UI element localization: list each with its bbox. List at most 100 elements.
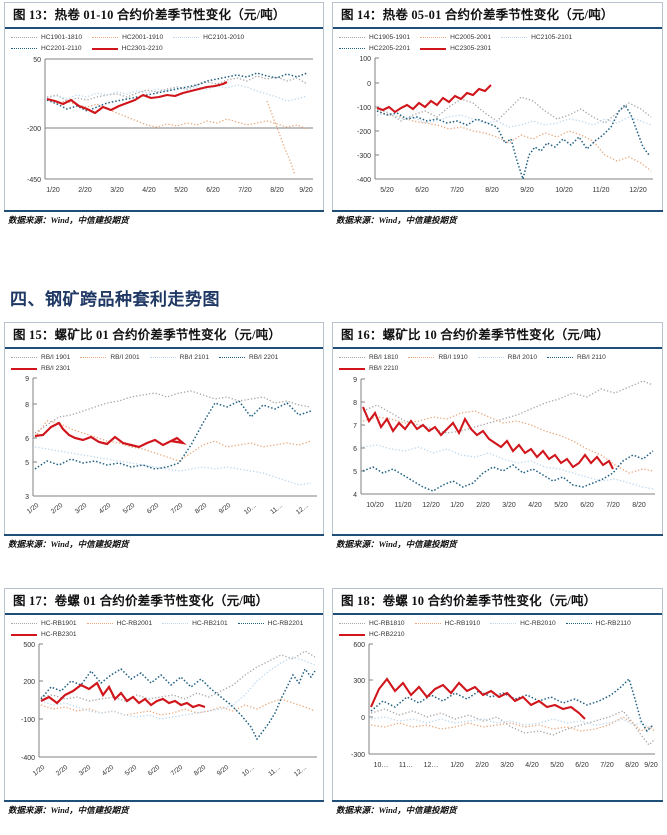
figure-panel-18: 图 18：卷螺 10 合约价差季节性变化（元/吨） HC-RB1810 HC-R… bbox=[332, 588, 664, 801]
svg-text:2/20: 2/20 bbox=[55, 764, 70, 778]
legend-item: HC-RB2001 bbox=[86, 619, 152, 628]
legend-swatch-icon bbox=[173, 37, 200, 38]
series-lines-17 bbox=[40, 650, 316, 741]
legend-item: RB/I 1901 bbox=[11, 353, 70, 362]
svg-text:8: 8 bbox=[353, 400, 357, 407]
panel-rule-15 bbox=[4, 534, 324, 536]
svg-text:3/20: 3/20 bbox=[502, 502, 516, 509]
legend-swatch-icon bbox=[339, 37, 365, 38]
legend-item: HC-RB1910 bbox=[414, 619, 480, 628]
legend-label: HC-RB2301 bbox=[41, 631, 77, 638]
legend-item: HC2301-2210 bbox=[91, 44, 163, 53]
svg-text:2/20: 2/20 bbox=[475, 762, 489, 769]
legend-item: RB/I 2001 bbox=[80, 353, 140, 362]
legend-label: RB/I 2010 bbox=[507, 354, 537, 361]
svg-text:6: 6 bbox=[353, 446, 357, 453]
chart-svg-17: 500 200 -100 -400 1/20 2/20 3/20 bbox=[21, 642, 317, 778]
legend-swatch-icon bbox=[420, 47, 447, 50]
legend-label: HC2205-2201 bbox=[369, 45, 411, 52]
source-note-15: 数据来源：Wind，中信建投期货 bbox=[8, 539, 129, 549]
legend-swatch-icon bbox=[149, 357, 176, 358]
svg-text:0: 0 bbox=[367, 81, 371, 88]
legend-label: HC-RB2010 bbox=[520, 620, 556, 627]
legend-label: HC-RB2201 bbox=[267, 620, 304, 627]
svg-text:7/20: 7/20 bbox=[606, 502, 620, 509]
legend-label: HC-RB1901 bbox=[41, 620, 77, 627]
svg-text:11…: 11… bbox=[399, 762, 413, 769]
svg-text:9: 9 bbox=[353, 377, 357, 384]
svg-text:9: 9 bbox=[25, 376, 29, 383]
legend-swatch-icon bbox=[546, 357, 573, 358]
source-note-16: 数据来源：Wind，中信建投期货 bbox=[336, 539, 457, 549]
legend-swatch-icon bbox=[339, 48, 365, 49]
svg-text:-100: -100 bbox=[357, 105, 371, 112]
svg-text:7/20: 7/20 bbox=[170, 502, 185, 516]
figure-panel-17: 图 17：卷螺 01 合约价差季节性变化（元/吨） HC-RB1901 HC-R… bbox=[4, 588, 324, 801]
y-axis-16: 9 8 7 6 5 4 bbox=[353, 377, 655, 499]
svg-text:8: 8 bbox=[25, 402, 29, 409]
svg-text:-100: -100 bbox=[21, 717, 35, 724]
legend-item: RB/I 2110 bbox=[546, 353, 606, 362]
legend-item: HC-RB1810 bbox=[339, 619, 405, 628]
legend-label: HC2301-2210 bbox=[121, 45, 163, 52]
legend-swatch-icon bbox=[11, 48, 37, 49]
svg-text:12…: 12… bbox=[293, 764, 308, 778]
figure-panel-14: 图 14：热卷 05-01 合约价差季节性变化（元/吨） HC1905-1901… bbox=[332, 2, 663, 211]
svg-text:9/20: 9/20 bbox=[520, 187, 534, 194]
svg-text:6/20: 6/20 bbox=[206, 187, 220, 194]
svg-text:4/20: 4/20 bbox=[142, 187, 156, 194]
legend-swatch-icon bbox=[414, 623, 441, 624]
svg-text:7/20: 7/20 bbox=[600, 762, 614, 769]
svg-text:11/20: 11/20 bbox=[395, 502, 412, 509]
svg-text:1/20: 1/20 bbox=[32, 764, 47, 778]
series-lines-16 bbox=[362, 380, 654, 492]
legend-item: RB/I 1810 bbox=[339, 353, 398, 362]
legend-item: HC2001-1910 bbox=[92, 33, 163, 42]
legend-label: HC-RB2110 bbox=[595, 620, 631, 627]
legend-label: RB/I 2301 bbox=[41, 365, 71, 372]
svg-text:12/20: 12/20 bbox=[629, 187, 647, 194]
legend-label: HC2305-2301 bbox=[450, 45, 492, 52]
legend-17: HC-RB1901 HC-RB2001 HC-RB2101 HC-RB2201 … bbox=[5, 619, 323, 641]
svg-text:4/20: 4/20 bbox=[525, 762, 539, 769]
svg-text:3/20: 3/20 bbox=[500, 762, 514, 769]
section-heading: 四、钢矿跨品种套利走势图 bbox=[10, 290, 220, 309]
chart-svg-15: 9 8 6 5 3 1/20 2/20 bbox=[25, 376, 317, 516]
legend-swatch-icon bbox=[80, 357, 107, 358]
svg-text:1/20: 1/20 bbox=[450, 502, 464, 509]
svg-text:6/20: 6/20 bbox=[580, 502, 594, 509]
svg-text:200: 200 bbox=[23, 679, 35, 686]
legend-item: HC2105-2101 bbox=[501, 33, 572, 42]
svg-text:12…: 12… bbox=[424, 762, 439, 769]
svg-text:-300: -300 bbox=[357, 153, 371, 160]
series-lines-18 bbox=[370, 677, 656, 746]
svg-text:1/20: 1/20 bbox=[46, 187, 60, 194]
legend-label: HC2005-2001 bbox=[450, 34, 492, 41]
figure-panel-15: 图 15：螺矿比 01 合约价差季节性变化（元/吨） RB/I 1901 RB/… bbox=[4, 322, 324, 535]
svg-text:10…: 10… bbox=[374, 762, 389, 769]
legend-label: RB/I 2210 bbox=[369, 365, 399, 372]
svg-text:0: 0 bbox=[361, 715, 365, 722]
svg-text:11…: 11… bbox=[267, 764, 282, 778]
legend-swatch-icon bbox=[339, 623, 365, 624]
source-note-13: 数据来源：Wind，中信建投期货 bbox=[8, 215, 129, 225]
legend-item: HC-RB2110 bbox=[565, 619, 631, 628]
svg-text:300: 300 bbox=[353, 678, 365, 685]
source-note-14: 数据来源：Wind，中信建投期货 bbox=[336, 215, 457, 225]
legend-swatch-icon bbox=[237, 623, 264, 624]
figure-title-16: 图 16：螺矿比 10 合约价差季节性变化（元/吨） bbox=[333, 323, 662, 349]
legend-swatch-icon bbox=[339, 367, 365, 370]
plot-area-18: 600 300 0 -300 10… 11… 12… 1/ bbox=[333, 639, 664, 801]
legend-label: HC1901-1810 bbox=[41, 34, 83, 41]
svg-text:500: 500 bbox=[23, 642, 35, 649]
svg-text:8/20: 8/20 bbox=[625, 762, 639, 769]
legend-label: HC-RB2101 bbox=[192, 620, 228, 627]
legend-swatch-icon bbox=[11, 623, 37, 624]
source-note-17: 数据来源：Wind，中信建投期货 bbox=[8, 805, 129, 815]
legend-item: HC2005-2001 bbox=[420, 33, 491, 42]
legend-swatch-icon bbox=[11, 37, 37, 38]
legend-item: HC2205-2201 bbox=[339, 44, 410, 53]
svg-text:5/20: 5/20 bbox=[124, 764, 139, 778]
legend-item: HC-RB2201 bbox=[237, 619, 304, 628]
